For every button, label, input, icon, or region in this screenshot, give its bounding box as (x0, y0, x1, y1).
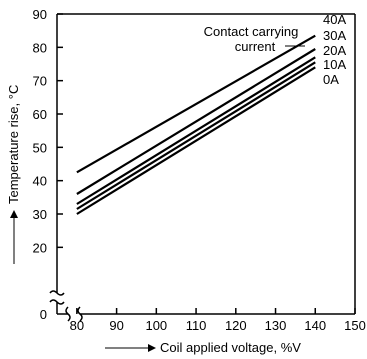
y-tick-label-40: 40 (33, 174, 47, 189)
plot-frame (49, 13, 356, 322)
x-tick-label-120: 120 (225, 318, 247, 333)
x-axis-break-mark (65, 306, 83, 322)
x-axis-arrowhead (148, 344, 156, 352)
series-line-0A (76, 66, 316, 215)
y-tick-label-0: 0 (40, 307, 47, 322)
x-tick-label-100: 100 (145, 318, 167, 333)
series-line-40A (76, 34, 316, 174)
x-tick-label-130: 130 (265, 318, 287, 333)
series-label-10A: 10A (323, 57, 346, 72)
y-tick-label-80: 80 (33, 40, 47, 55)
series-line-10A (76, 61, 316, 210)
x-tick-label-80: 80 (70, 318, 84, 333)
series-line-30A (76, 48, 316, 195)
series-label-20A: 20A (323, 43, 346, 58)
series-label-30A: 30A (323, 28, 346, 43)
y-axis-arrowhead (10, 210, 18, 218)
y-tick-label-70: 70 (33, 74, 47, 89)
annotation-line1: Contact carrying (204, 24, 299, 39)
x-tick-label-110: 110 (186, 318, 207, 333)
y-tick-label-20: 20 (33, 240, 47, 255)
y-tick-label-50: 50 (33, 140, 47, 155)
y-tick-label-30: 30 (33, 207, 47, 222)
y-axis-ticks: 0 20 30 40 50 60 70 80 90 (33, 7, 63, 322)
y-axis-label: Temperature rise, °C (6, 85, 21, 204)
x-tick-label-140: 140 (304, 318, 326, 333)
series-line-20A (76, 56, 316, 205)
y-axis-break-mark (49, 290, 65, 305)
annotation-line2: current (235, 39, 276, 54)
series-lines (76, 34, 316, 215)
x-tick-label-150: 150 (344, 318, 366, 333)
x-tick-label-90: 90 (109, 318, 123, 333)
y-tick-label-60: 60 (33, 107, 47, 122)
x-axis-ticks: 80 90 100 110 120 130 140 150 (70, 308, 366, 333)
y-tick-label-90: 90 (33, 7, 47, 22)
series-label-0A: 0A (323, 72, 339, 87)
series-label-40A: 40A (323, 12, 346, 27)
x-axis-label: Coil applied voltage, %V (160, 340, 301, 355)
